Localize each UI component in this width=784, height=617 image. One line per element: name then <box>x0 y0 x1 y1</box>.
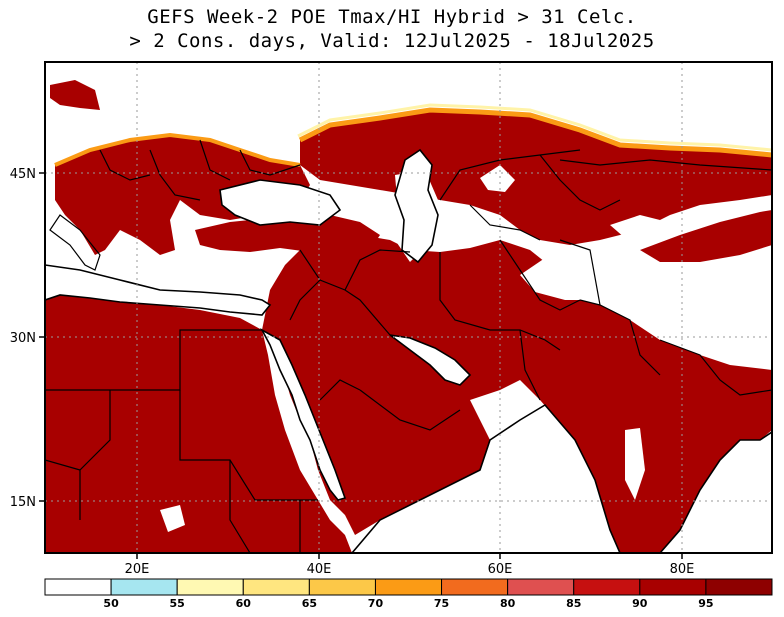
probability-field <box>45 295 352 553</box>
hole-india <box>625 428 645 500</box>
x-tick-label: 40E <box>307 562 332 577</box>
x-tick-label: 60E <box>488 562 513 577</box>
colorbar-label: 95 <box>698 597 713 610</box>
probability-field-china <box>640 210 772 262</box>
colorbar-swatch <box>441 578 509 596</box>
x-tick-label: 80E <box>670 562 695 577</box>
black-sea <box>219 179 342 226</box>
y-tick-label: 45N <box>10 167 36 182</box>
colorbar-swatch <box>573 578 641 596</box>
caspian-sea <box>394 148 439 264</box>
colorbar-swatch <box>176 578 244 596</box>
probability-field-europe <box>55 135 310 255</box>
colorbar-swatch <box>44 578 112 596</box>
country-borders <box>45 139 772 553</box>
hole-tarim <box>610 215 660 238</box>
x-tick-label: 20E <box>125 562 150 577</box>
fringe-yellow <box>297 103 772 152</box>
hole-africa <box>160 505 185 532</box>
colorbar-label: 55 <box>170 597 185 610</box>
mediterranean-sea <box>45 264 272 316</box>
map-plot-area <box>45 62 772 553</box>
plot-frame <box>44 61 773 554</box>
fringe-europe <box>54 132 301 167</box>
colorbar-label: 50 <box>103 597 119 610</box>
colorbar-swatch <box>308 578 376 596</box>
hole-afghanistan <box>520 258 625 300</box>
arabian-sea <box>350 403 621 553</box>
probability-field-northwest <box>50 80 100 110</box>
bay-of-bengal <box>658 431 772 553</box>
colorbar-label: 60 <box>236 597 252 610</box>
map-title-line-2: > 2 Cons. days, Valid: 12Jul2025 - 18Jul… <box>129 30 655 52</box>
colorbar-label: 80 <box>500 597 516 610</box>
colorbar <box>44 578 773 596</box>
probability-field-central-asia <box>300 110 772 245</box>
colorbar-swatch <box>374 578 443 596</box>
colorbar-label: 65 <box>302 597 317 610</box>
probability-field-anatolia <box>195 210 380 255</box>
map-title-line-1: GEFS Week-2 POE Tmax/HI Hybrid > 31 Celc… <box>147 6 637 28</box>
colorbar-label: 90 <box>632 597 648 610</box>
colorbar-swatch <box>705 578 773 596</box>
colorbar-labels: 50 55 60 65 70 75 80 85 90 95 <box>103 597 713 610</box>
red-sea <box>260 327 347 501</box>
probability-field-arabia <box>262 235 772 553</box>
tick-marks <box>39 172 683 559</box>
colorbar-label: 75 <box>434 597 449 610</box>
y-tick-label: 30N <box>10 331 36 346</box>
y-tick-label: 15N <box>10 495 36 510</box>
colorbar-swatch <box>507 578 575 596</box>
persian-gulf <box>389 334 472 386</box>
hole-aral <box>480 165 515 192</box>
colorbar-label: 85 <box>566 597 581 610</box>
colorbar-label: 70 <box>368 597 384 610</box>
gridlines <box>45 62 772 553</box>
italy-outline <box>49 214 101 271</box>
colorbar-swatch <box>110 578 178 596</box>
colorbar-swatch <box>639 578 707 596</box>
fringe-orange <box>298 107 772 158</box>
colorbar-swatch <box>242 578 310 596</box>
